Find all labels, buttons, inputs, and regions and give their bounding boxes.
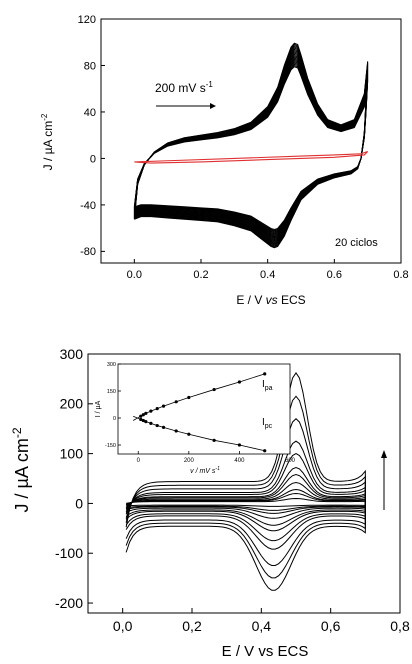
inset-legend-ipc: Ipc [262,417,273,430]
bottom-x-ticks: 0,0 0,2 0,4 0,6 0,8 [113,608,410,634]
inset-ipa-point [161,404,166,408]
top-cv-chart: -80 -40 0 40 80 120 0.0 0.2 0.4 0.6 0.8 E / V vs … [40,14,409,307]
inset-ipc-point [187,432,191,436]
inset-ipc-point [141,418,145,423]
inset-ipa-point [174,400,178,404]
top-x-tick-label: 0.4 [260,269,275,281]
top-plot-frame [100,18,402,264]
inset-ipa-point [144,411,148,415]
inset-ticks: 0 200 400 600 -150 0 150 300 [105,362,296,464]
inset-ipa-point [139,414,143,418]
inset-ipc-point [139,417,143,422]
top-series [133,42,369,249]
top-y-tick-label: 0 [90,153,96,165]
inset-ipa-point [155,407,159,411]
bottom-y-ticks: -200 -100 0 100 200 300 [55,346,93,611]
inset-legend-ipa: Ipa [262,379,273,392]
top-x-ticks: 0.0 0.2 0.4 0.6 0.8 [127,259,409,281]
inset-x-tick-label: 400 [234,458,245,464]
bottom-y-axis-label: J / µA cm-2 [10,427,32,512]
inset-ipa-point [212,387,216,392]
bottom-y-tick-label: 200 [60,396,84,412]
top-x-tick-label: 0.6 [327,269,342,281]
cv-scan-rate-curve [125,372,366,591]
top-y-tick-label: -80 [80,246,96,258]
top-x-tick-label: 0.8 [393,269,408,281]
bottom-y-tick-label: -200 [55,595,83,611]
bottom-y-tick-label: 300 [60,346,84,362]
inset-ipa-point [237,380,242,384]
cycles-annotation: 20 ciclos [335,237,378,249]
red-blank-cv [134,150,369,164]
inset-ipc-point [161,425,166,429]
inset-y-tick-label: 0 [113,416,116,422]
inset-ipa-point [141,413,145,417]
scan-rate-annotation: 200 mV s-1 [155,80,213,95]
top-y-tick-label: 120 [78,14,96,26]
inset-ipc-point [237,443,242,447]
top-y-tick-label: 40 [84,107,96,119]
inset-x-axis-label: v / mV s-1 [190,466,220,475]
bottom-plot-frame [87,353,401,614]
top-y-tick-label: -40 [80,200,96,212]
inset-ipc-point [212,438,216,442]
inset-ipc-point [149,421,153,425]
inset-ipc-point [174,429,178,433]
bottom-x-tick-label: 0,6 [321,618,341,634]
inset-x-tick-label: 200 [184,458,195,464]
inset-x-tick-label: 0 [137,458,141,464]
top-y-tick-label: 80 [84,60,96,72]
bottom-x-axis-label: E / V vs ECS [222,643,309,660]
bottom-x-tick-label: 0,4 [252,618,272,634]
bottom-series [125,372,366,591]
top-y-axis-label: J / µA cm-2 [40,113,55,170]
bottom-y-tick-label: 100 [60,446,84,462]
scan-direction-arrow [156,103,216,109]
top-x-tick-label: 0.0 [127,269,142,281]
top-y-ticks: -80 -40 0 40 80 120 [78,14,105,258]
bottom-x-tick-label: 0,0 [113,618,133,634]
inset-y-tick-label: 300 [107,362,116,368]
bottom-y-tick-label: 0 [75,495,83,511]
inset-y-tick-label: 150 [107,389,116,395]
inset-ipc-point [155,423,159,428]
inset-y-tick-label: -150 [105,443,116,449]
increasing-rate-arrow [381,450,387,510]
inset-ipa-point [263,372,267,376]
inset-background [118,364,290,454]
bottom-x-tick-label: 0,2 [182,618,202,634]
bottom-y-tick-label: -100 [55,545,83,561]
inset-x-tick-label: 600 [285,458,296,464]
black-cv-cycle [133,42,369,249]
inset-y-axis-label: I / µA [95,400,102,417]
inset-ipa-point [149,409,153,413]
inset-ipc-point [263,449,267,453]
inset-ipa-point [187,395,191,400]
top-x-tick-label: 0.2 [193,269,208,281]
bottom-x-tick-label: 0,8 [390,618,410,634]
inset-frame [117,363,291,455]
top-x-axis-label: E / V vs ECS [236,293,305,307]
bottom-cv-chart: -200 -100 0 100 200 300 0,0 0,2 0,4 0,6 0,8 E / V… [10,346,410,660]
inset-ipc-point [144,420,148,424]
inset-series [132,372,267,453]
